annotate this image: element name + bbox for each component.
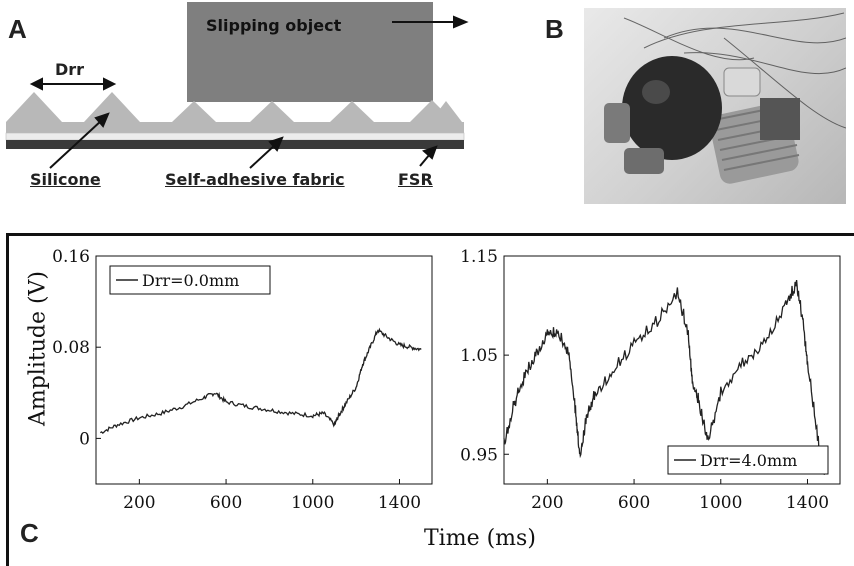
chart-2-y-tick-label: 1.15 — [460, 247, 498, 267]
charts-area: 200 600 1000 1400 0 0.08 0.16 Drr=0.0mm 200 600 10… — [52, 247, 841, 513]
chart-1-legend-label: Drr=0.0mm — [142, 271, 239, 290]
chart-1-y-tick-label: 0.16 — [52, 247, 90, 267]
silicone-pointer-arrow — [49, 112, 110, 169]
robot-hand-photo — [584, 8, 847, 204]
sensor-schematic — [5, 2, 469, 169]
chart-2-frame — [503, 255, 841, 485]
chart-1-y-tick-label: 0.08 — [52, 338, 90, 358]
silicone-ridges — [6, 92, 454, 122]
panel-c-frame — [6, 233, 854, 566]
robot-hand-illustration — [604, 12, 847, 184]
panel-a-letter: A — [8, 14, 27, 44]
drr-label: Drr — [55, 60, 85, 79]
chart-2-y-tick-label: 0.95 — [460, 445, 498, 465]
chart-1-x-tick-label: 1000 — [291, 493, 334, 513]
chart-1-x-tick-label: 600 — [210, 493, 242, 513]
silicone-label: Silicone — [30, 170, 101, 189]
chart-1-y-tick-label: 0 — [79, 429, 90, 449]
chart-1-frame — [95, 255, 433, 485]
chart-2-x-tick-label: 1000 — [699, 493, 742, 513]
x-axis-label: Time (ms) — [424, 526, 536, 551]
chart-2-y-tick-label: 1.05 — [460, 346, 498, 366]
chart-2-x-tick-label: 1400 — [786, 493, 829, 513]
fsr-layer — [6, 140, 464, 149]
chart-2-x-tick-label: 600 — [618, 493, 650, 513]
panel-b-letter: B — [545, 14, 564, 44]
chart-1-x-tick-label: 1400 — [378, 493, 421, 513]
drr-dimension-arrow — [29, 77, 117, 91]
chart-2-series-line — [503, 280, 826, 476]
chart-2-legend-label: Drr=4.0mm — [700, 451, 797, 470]
fsr-label: FSR — [398, 170, 433, 189]
panel-c-letter: C — [20, 518, 39, 548]
slipping-object-block — [187, 2, 433, 102]
fsr-pointer-arrow — [419, 145, 438, 167]
fabric-layer — [5, 132, 465, 141]
chart-2-x-tick-label: 200 — [531, 493, 563, 513]
slip-direction-arrow — [392, 15, 469, 29]
fabric-pointer-arrow — [249, 136, 284, 169]
chart-1-x-tick-label: 200 — [123, 493, 155, 513]
slipping-object-label: Slipping object — [206, 16, 342, 35]
fabric-label: Self-adhesive fabric — [165, 170, 345, 189]
chart-1-series-line — [99, 327, 422, 434]
